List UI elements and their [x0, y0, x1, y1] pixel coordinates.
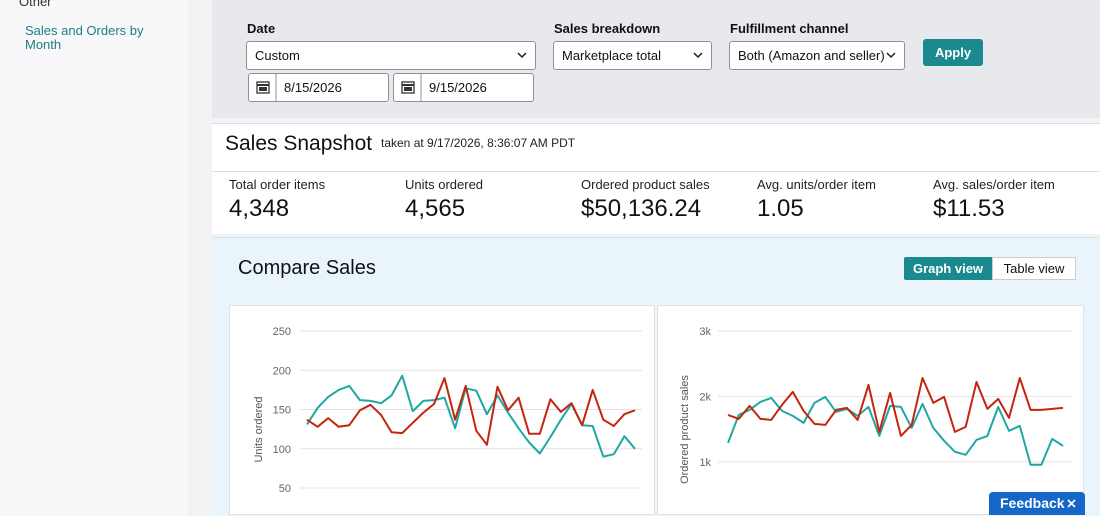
calendar-icon: [256, 74, 277, 101]
chevron: [886, 52, 896, 59]
y-tick-label: 2k: [699, 391, 711, 403]
metric-label: Ordered product sales: [581, 177, 710, 192]
metric-label: Units ordered: [405, 177, 484, 192]
divider: [212, 171, 1100, 172]
date-from[interactable]: 8/15/2026: [248, 73, 389, 102]
metric-value: 4,565: [405, 195, 466, 222]
feedback-button[interactable]: Feedback: [989, 492, 1085, 515]
snapshot-time: taken at 9/17/2026, 8:36:07 AM PDT: [381, 136, 576, 150]
y-tick-label: 100: [273, 444, 291, 456]
date-value: 9/15/2026: [429, 80, 487, 95]
y-tick-label: 1k: [699, 457, 711, 469]
y-tick-label: 250: [273, 326, 291, 338]
filter-label: Sales breakdown: [554, 21, 661, 36]
metric-value: $11.53: [933, 195, 1005, 222]
series-line: [727, 395, 1064, 466]
close-icon[interactable]: [1067, 499, 1076, 508]
y-axis-label: Ordered product sales: [679, 375, 691, 484]
date-to[interactable]: 9/15/2026: [393, 73, 534, 102]
filter-label: Date: [247, 21, 276, 36]
filter-label: Fulfillment channel: [730, 21, 849, 36]
sidebar: Other Sales and Orders by Month: [0, 0, 188, 515]
y-tick-label: 200: [273, 365, 291, 377]
metric-label: Avg. units/order item: [757, 177, 876, 192]
select-value: Both (Amazon and seller): [738, 48, 885, 63]
metric-value: $50,136.24: [581, 195, 702, 222]
series-line: [306, 377, 636, 446]
metric-value: 1.05: [757, 195, 804, 222]
table-view-button[interactable]: Table view: [992, 257, 1076, 280]
graph-view-button[interactable]: Graph view: [904, 257, 992, 280]
chevron: [693, 52, 703, 59]
chevron: [517, 52, 527, 59]
metric-value: 4,348: [229, 195, 290, 222]
breakdown-select[interactable]: Marketplace total: [553, 41, 712, 70]
snapshot-panel: [212, 123, 1100, 234]
fulfillment-select[interactable]: Both (Amazon and seller): [729, 41, 905, 70]
date-select[interactable]: Custom: [246, 41, 536, 70]
y-tick-label: 3k: [699, 326, 711, 338]
sidebar-link[interactable]: Sales and Orders by Month: [25, 23, 144, 52]
snapshot-title: Sales Snapshot: [225, 132, 373, 155]
apply-button[interactable]: Apply: [923, 39, 983, 66]
select-value: Marketplace total: [562, 48, 661, 63]
y-axis-label: Units ordered: [253, 396, 265, 462]
y-tick-label: 50: [279, 483, 291, 495]
y-tick-label: 150: [273, 405, 291, 417]
metric-label: Total order items: [229, 177, 326, 192]
metric-label: Avg. sales/order item: [933, 177, 1055, 192]
calendar-icon: [401, 74, 422, 101]
date-value: 8/15/2026: [284, 80, 342, 95]
feedback-label: Feedback: [1000, 495, 1065, 511]
series-line: [727, 377, 1064, 437]
sidebar-section: Other: [19, 0, 52, 9]
compare-title: Compare Sales: [238, 257, 376, 279]
select-value: Custom: [255, 48, 300, 63]
